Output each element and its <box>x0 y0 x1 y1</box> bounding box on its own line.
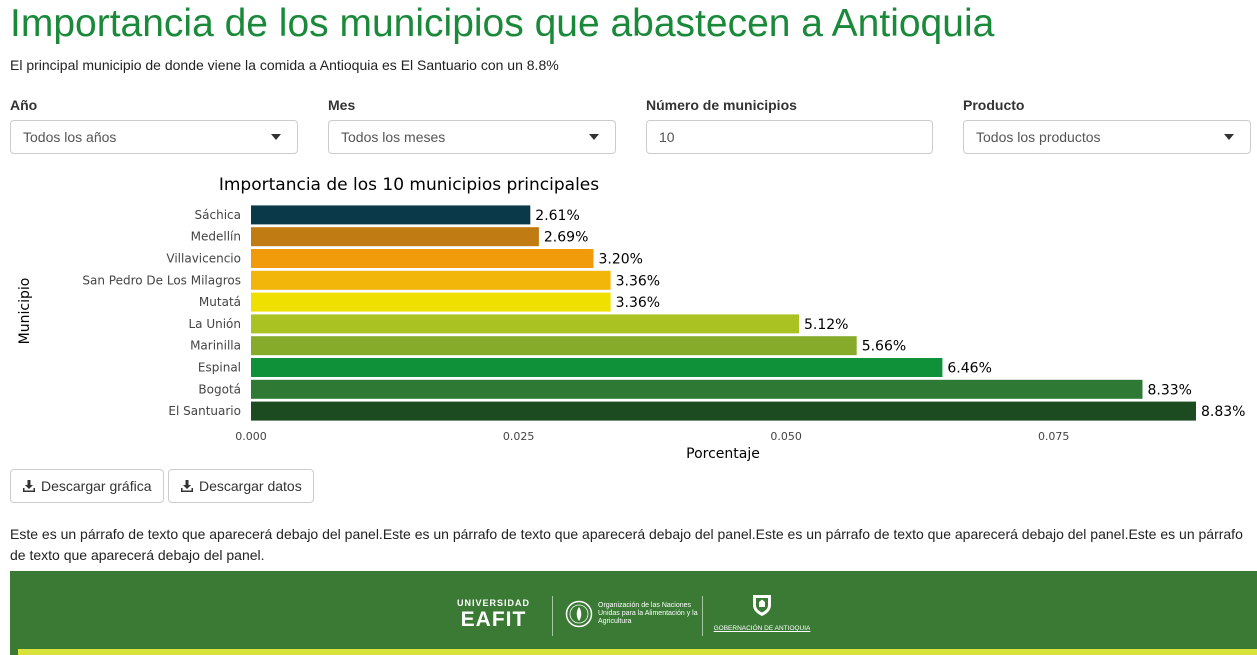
body-paragraph: Este es un párrafo de texto que aparecer… <box>10 526 1243 563</box>
month-filter: Mes Todos los meses <box>328 97 616 154</box>
product-filter-label: Producto <box>963 97 1025 113</box>
category-label: El Santuario <box>168 404 241 418</box>
bar-value-label: 6.46% <box>947 361 991 377</box>
bar-3 <box>251 270 611 290</box>
gobernacion-logo: GOBERNACIÓN DE ANTIOQUIA <box>710 593 814 632</box>
x-tick-label: 0.025 <box>503 430 535 443</box>
year-select[interactable]: Todos los años <box>10 120 298 154</box>
bar-0 <box>251 205 531 225</box>
year-filter: Año Todos los años <box>10 97 298 154</box>
bar-value-label: 2.61% <box>535 208 579 224</box>
fao-logo-text: Organización de las Naciones Unidas para… <box>598 602 698 625</box>
fao-logo: Organización de las Naciones Unidas para… <box>565 600 698 628</box>
product-select-value: Todos los productos <box>976 129 1101 145</box>
eafit-logo-line1: UNIVERSIDAD <box>457 598 531 608</box>
footer-banner: UNIVERSIDAD EAFIT Organización de las Na… <box>10 571 1257 655</box>
bar-5 <box>251 314 799 334</box>
bar-9 <box>251 401 1196 421</box>
download-chart-label: Descargar gráfica <box>41 478 152 494</box>
y-axis-title: Municipio <box>17 278 33 345</box>
caret-down-icon <box>1224 134 1234 140</box>
year-select-value: Todos los años <box>23 129 117 145</box>
caret-down-icon <box>271 134 281 140</box>
bar-value-label: 8.33% <box>1148 382 1192 398</box>
municipality-count-input[interactable] <box>646 120 933 154</box>
category-label: Marinilla <box>190 339 241 353</box>
bar-6 <box>251 336 857 356</box>
bar-8 <box>251 379 1143 399</box>
bar-value-label: 8.83% <box>1201 404 1245 420</box>
bar-value-label: 5.12% <box>804 317 848 333</box>
bar-2 <box>251 249 594 268</box>
coat-of-arms-icon <box>753 595 771 616</box>
month-select[interactable]: Todos los meses <box>328 120 616 154</box>
category-label: Espinal <box>198 361 241 375</box>
x-tick-label: 0.000 <box>235 430 267 443</box>
count-filter-label: Número de municipios <box>646 97 797 113</box>
footer-stripe <box>18 649 1257 655</box>
download-data-button[interactable]: Descargar datos <box>168 469 314 503</box>
bar-1 <box>251 227 539 247</box>
category-label: Villavicencio <box>166 252 241 266</box>
chart-title: Importancia de los 10 municipios princip… <box>219 175 599 195</box>
bar-value-label: 3.20% <box>599 252 643 268</box>
month-select-value: Todos los meses <box>341 129 446 145</box>
bar-7 <box>251 358 943 377</box>
product-filter: Producto Todos los productos <box>963 97 1251 154</box>
page-subtitle: El principal municipio de donde viene la… <box>10 57 559 73</box>
year-filter-label: Año <box>10 97 38 113</box>
download-icon <box>23 480 35 492</box>
download-chart-button[interactable]: Descargar gráfica <box>10 469 164 503</box>
category-label: Mutatá <box>199 295 241 309</box>
bar-4 <box>251 292 611 312</box>
x-tick-label: 0.075 <box>1038 430 1070 443</box>
category-label: Medellín <box>191 230 241 244</box>
eafit-logo: UNIVERSIDAD EAFIT <box>457 598 531 631</box>
month-filter-label: Mes <box>328 97 356 113</box>
category-label: La Unión <box>188 317 241 331</box>
download-icon <box>181 480 193 492</box>
x-tick-label: 0.050 <box>770 430 802 443</box>
fao-emblem-icon <box>565 600 593 628</box>
bar-value-label: 3.36% <box>616 273 660 289</box>
count-filter: Número de municipios <box>646 97 934 154</box>
download-data-label: Descargar datos <box>199 478 302 494</box>
bar-value-label: 2.69% <box>544 230 588 246</box>
category-label: Sáchica <box>195 208 241 222</box>
logo-divider <box>552 596 553 636</box>
caret-down-icon <box>589 134 599 140</box>
bar-value-label: 3.36% <box>616 295 660 311</box>
category-label: San Pedro De Los Milagros <box>82 273 241 287</box>
category-label: Bogotá <box>198 382 241 396</box>
x-axis-title: Porcentaje <box>686 446 760 462</box>
municipality-bar-chart: Importancia de los 10 municipios princip… <box>17 175 1245 462</box>
eafit-logo-line2: EAFIT <box>460 608 527 631</box>
logo-divider <box>702 596 703 636</box>
product-select[interactable]: Todos los productos <box>963 120 1251 154</box>
bar-value-label: 5.66% <box>862 339 906 355</box>
gobernacion-logo-text: GOBERNACIÓN DE ANTIOQUIA <box>713 625 811 632</box>
page-title: Importancia de los municipios que abaste… <box>10 2 995 45</box>
